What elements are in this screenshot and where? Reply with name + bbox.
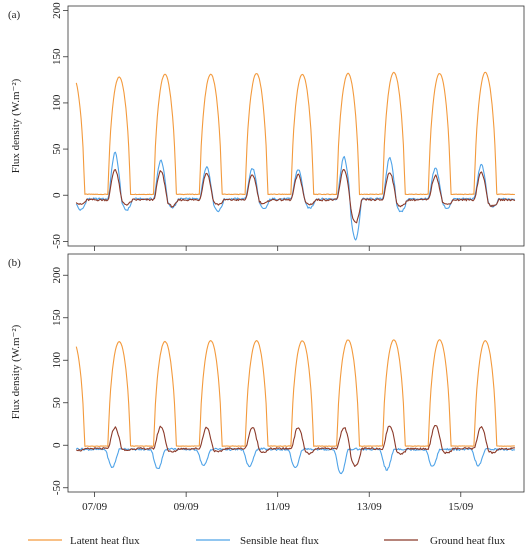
y-tick-label: 100 bbox=[51, 94, 63, 111]
panel-b: (b) Flux density (W.m⁻²) -50 0 50 100 150 200… bbox=[8, 253, 525, 513]
legend-label-sensible: Sensible heat flux bbox=[240, 535, 319, 547]
series-line-sensible bbox=[75, 151, 516, 241]
legend-label-ground: Ground heat flux bbox=[430, 535, 506, 547]
panel-b-ylabel: Flux density (W.m⁻²) bbox=[10, 324, 22, 419]
y-tick-label: 150 bbox=[51, 309, 63, 326]
y-tick-label: 150 bbox=[51, 48, 63, 65]
panel-a-yaxis: -50 0 50 100 150 200 bbox=[51, 2, 68, 249]
y-tick-label: 200 bbox=[51, 2, 63, 19]
panel-a-label: (a) bbox=[8, 9, 21, 21]
y-tick-label: 0 bbox=[51, 192, 63, 198]
x-tick-label: 13/09 bbox=[357, 501, 383, 513]
y-tick-label: -50 bbox=[51, 234, 63, 249]
y-tick-label: -50 bbox=[51, 480, 63, 495]
panel-b-xticklabels: 07/09 09/09 11/09 13/09 15/09 bbox=[82, 501, 474, 513]
panel-b-frame bbox=[67, 253, 525, 493]
legend: Latent heat flux Sensible heat flux Grou… bbox=[28, 535, 506, 547]
x-tick-label: 07/09 bbox=[82, 501, 108, 513]
panel-b-xaxis bbox=[94, 492, 462, 497]
y-tick-label: 100 bbox=[51, 352, 63, 369]
legend-label-latent: Latent heat flux bbox=[70, 535, 140, 547]
y-tick-label: 200 bbox=[51, 267, 63, 284]
x-tick-label: 09/09 bbox=[174, 501, 200, 513]
series-line-ground bbox=[76, 424, 516, 467]
panel-a-ylabel: Flux density (W.m⁻²) bbox=[10, 78, 22, 173]
series-line-latent bbox=[75, 339, 515, 447]
x-tick-label: 15/09 bbox=[448, 501, 474, 513]
panel-b-series bbox=[75, 339, 516, 475]
y-tick-label: 50 bbox=[51, 143, 63, 155]
y-tick-label: 50 bbox=[51, 397, 63, 409]
panel-a: (a) Flux density (W.m⁻²) -50 0 50 100 150 200 bbox=[8, 2, 525, 251]
series-line-latent bbox=[75, 71, 515, 196]
x-tick-label: 11/09 bbox=[265, 501, 290, 513]
panel-a-xaxis bbox=[94, 246, 462, 251]
panel-b-label: (b) bbox=[8, 257, 21, 269]
panel-b-yaxis: -50 0 50 100 150 200 bbox=[51, 267, 68, 495]
panel-a-frame bbox=[67, 5, 525, 247]
series-line-ground bbox=[75, 168, 516, 224]
y-tick-label: 0 bbox=[51, 442, 63, 448]
panel-a-series bbox=[75, 71, 516, 241]
